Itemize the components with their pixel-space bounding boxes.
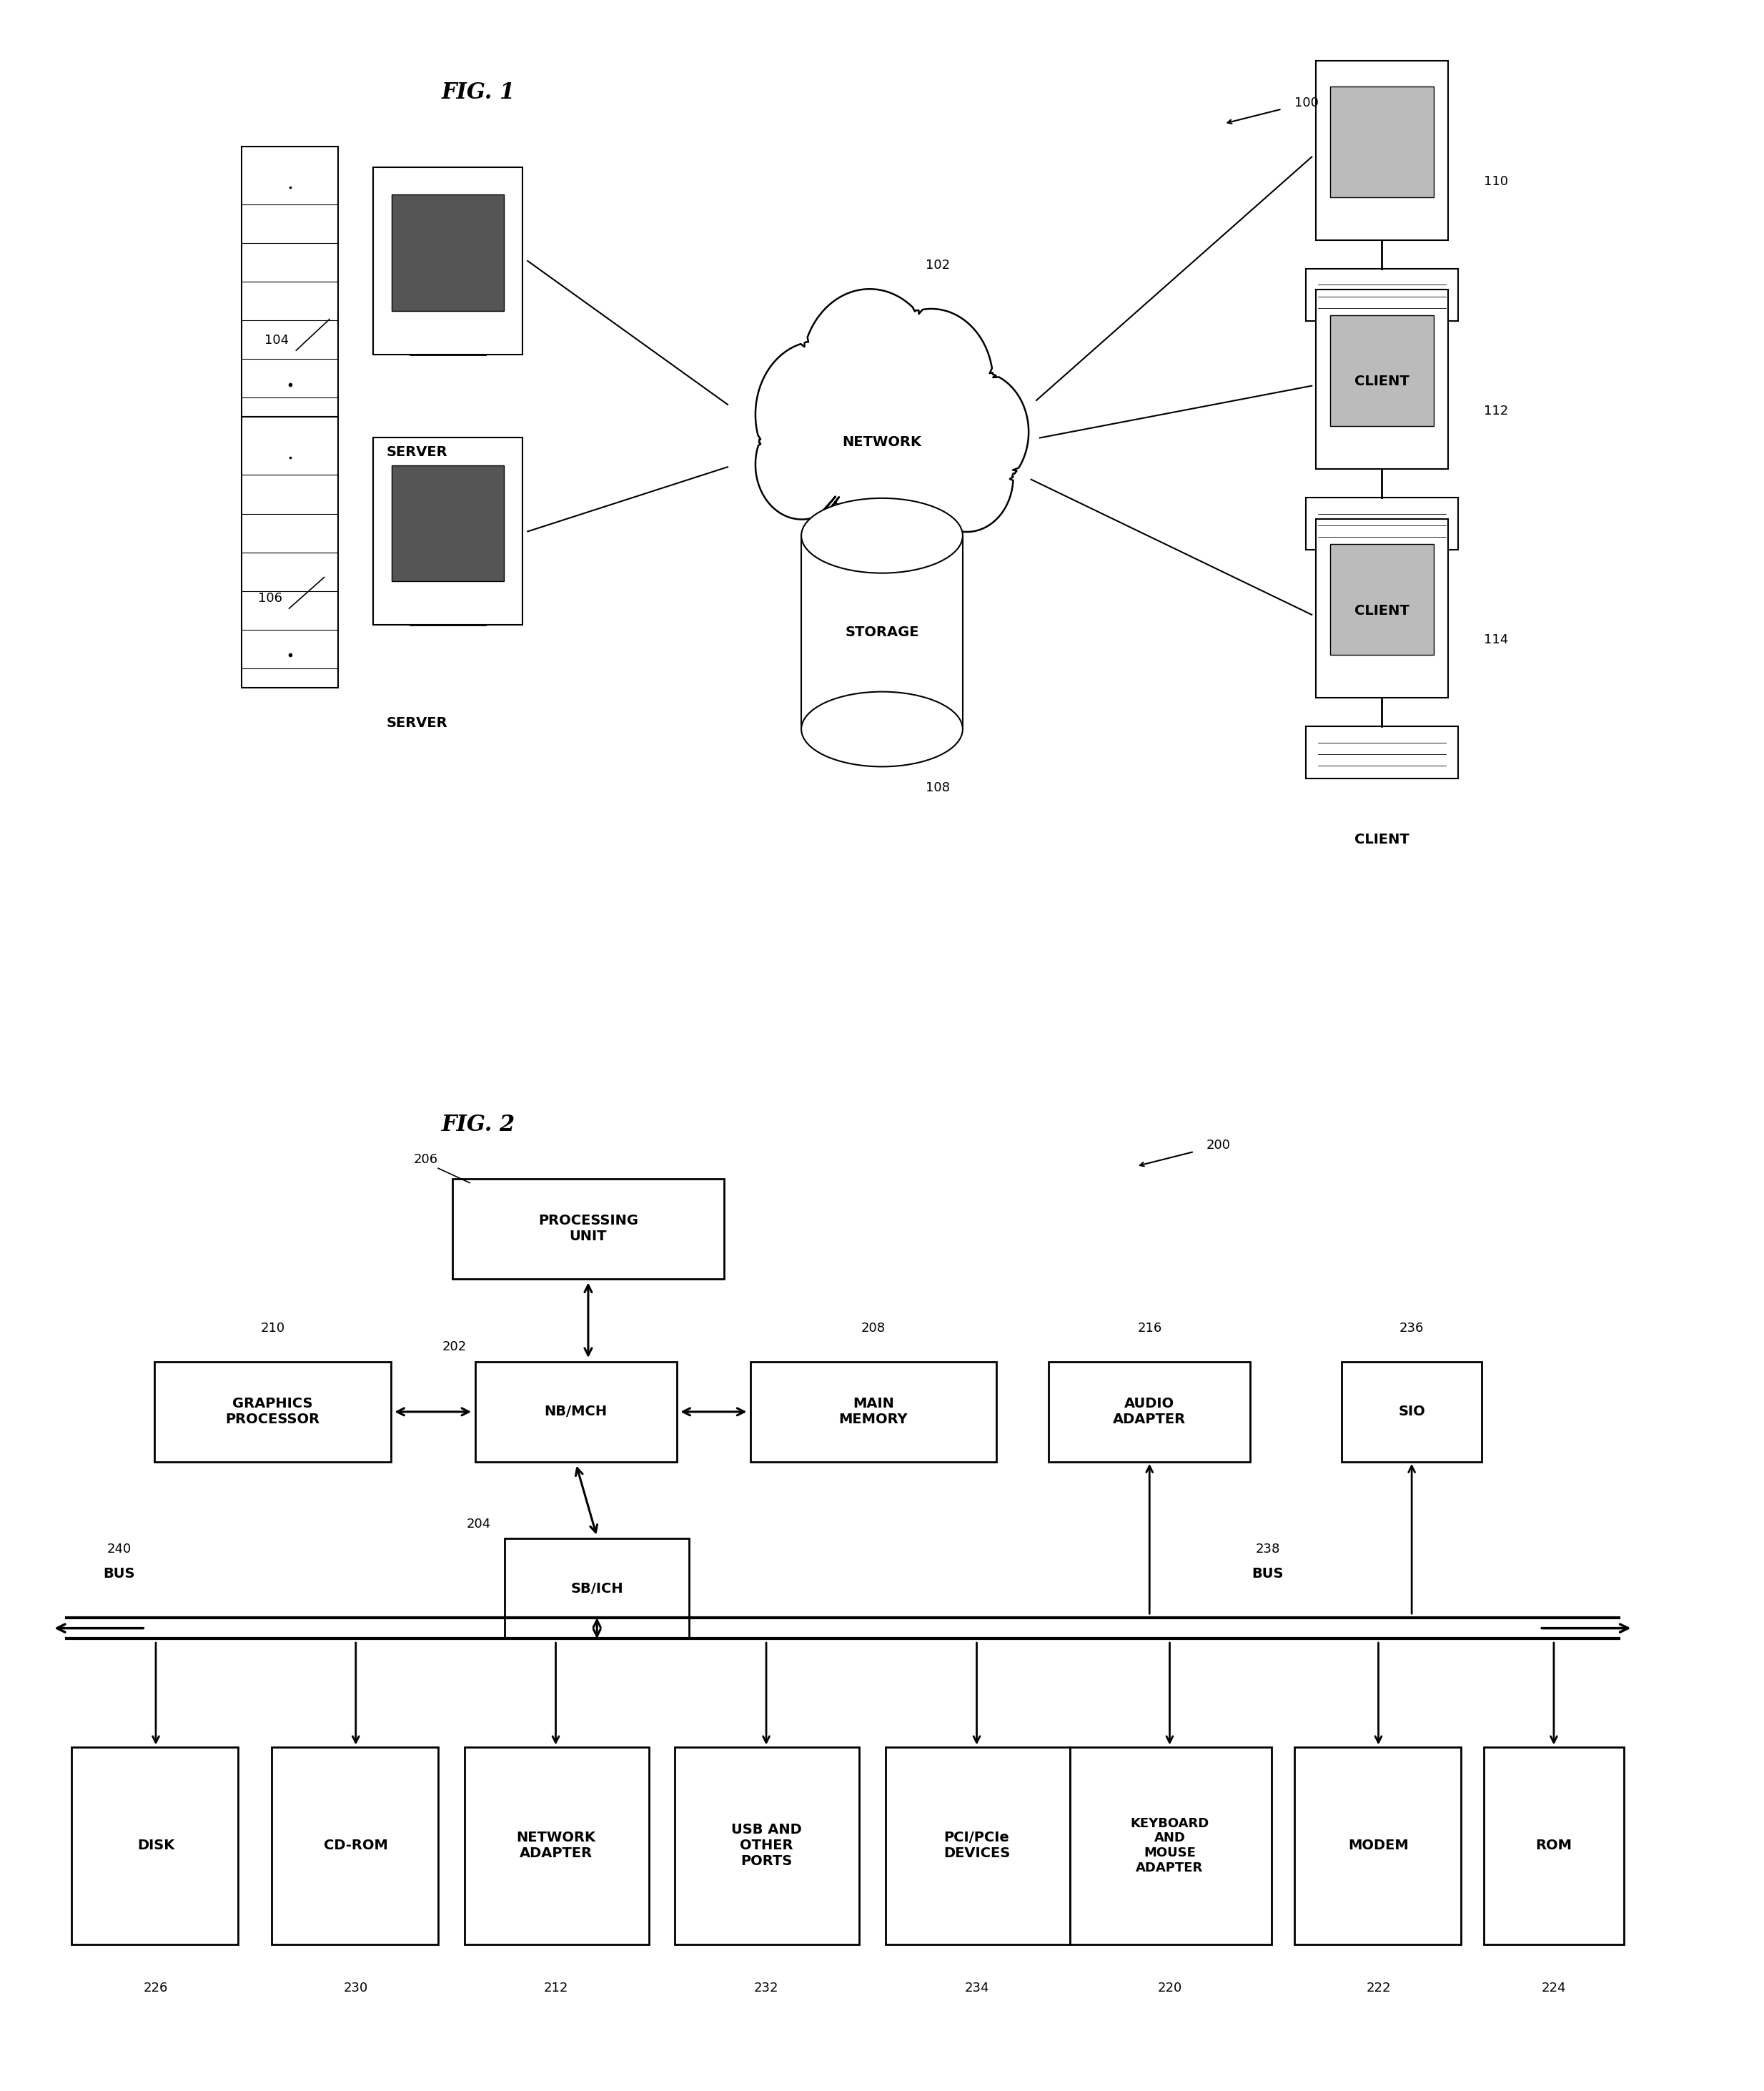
Text: USB AND
OTHER
PORTS: USB AND OTHER PORTS <box>730 1823 801 1867</box>
FancyBboxPatch shape <box>1295 1746 1461 1945</box>
FancyBboxPatch shape <box>1316 61 1448 240</box>
FancyBboxPatch shape <box>1305 726 1459 778</box>
Polygon shape <box>755 289 1028 548</box>
Text: FIG. 1: FIG. 1 <box>441 82 515 102</box>
Text: 226: 226 <box>143 1982 168 1995</box>
FancyBboxPatch shape <box>272 1746 437 1945</box>
Circle shape <box>755 410 848 519</box>
Circle shape <box>870 309 993 456</box>
FancyBboxPatch shape <box>1330 544 1434 654</box>
Circle shape <box>755 341 878 487</box>
Ellipse shape <box>801 498 963 573</box>
Text: 230: 230 <box>344 1982 369 1995</box>
Text: SERVER: SERVER <box>386 445 448 460</box>
FancyBboxPatch shape <box>505 1539 690 1639</box>
Text: AUDIO
ADAPTER: AUDIO ADAPTER <box>1113 1397 1185 1426</box>
FancyBboxPatch shape <box>464 1746 649 1945</box>
Text: 204: 204 <box>466 1518 490 1531</box>
Text: CLIENT: CLIENT <box>1355 832 1409 847</box>
Circle shape <box>921 422 1013 531</box>
Text: 114: 114 <box>1484 634 1508 646</box>
Text: 224: 224 <box>1542 1982 1566 1995</box>
FancyBboxPatch shape <box>1484 1746 1625 1945</box>
FancyBboxPatch shape <box>392 464 505 581</box>
Text: BUS: BUS <box>102 1566 134 1581</box>
Text: SERVER: SERVER <box>386 715 448 730</box>
Text: 220: 220 <box>1157 1982 1182 1995</box>
FancyBboxPatch shape <box>374 437 522 625</box>
Text: PCI/PCIe
DEVICES: PCI/PCIe DEVICES <box>944 1832 1011 1861</box>
Text: 240: 240 <box>108 1543 131 1556</box>
FancyBboxPatch shape <box>242 146 339 416</box>
Text: 234: 234 <box>965 1982 990 1995</box>
Text: MAIN
MEMORY: MAIN MEMORY <box>838 1397 908 1426</box>
FancyBboxPatch shape <box>1316 291 1448 468</box>
Text: 112: 112 <box>1484 404 1508 418</box>
Text: STORAGE: STORAGE <box>845 625 919 640</box>
Text: 208: 208 <box>861 1322 886 1334</box>
Text: CLIENT: CLIENT <box>1355 604 1409 617</box>
Text: MODEM: MODEM <box>1348 1838 1409 1853</box>
FancyBboxPatch shape <box>153 1361 392 1462</box>
Text: KEYBOARD
AND
MOUSE
ADAPTER: KEYBOARD AND MOUSE ADAPTER <box>1131 1817 1208 1874</box>
Text: 104: 104 <box>265 335 289 347</box>
FancyBboxPatch shape <box>1069 1746 1272 1945</box>
Text: 236: 236 <box>1399 1322 1424 1334</box>
Text: 100: 100 <box>1295 96 1318 109</box>
Circle shape <box>926 372 1028 493</box>
FancyBboxPatch shape <box>242 416 339 688</box>
Text: 206: 206 <box>415 1154 437 1167</box>
Circle shape <box>801 289 938 450</box>
FancyBboxPatch shape <box>1048 1361 1251 1462</box>
Text: 238: 238 <box>1256 1543 1281 1556</box>
Text: 102: 102 <box>926 259 951 272</box>
FancyBboxPatch shape <box>676 1746 859 1945</box>
FancyBboxPatch shape <box>452 1179 725 1278</box>
Text: ROM: ROM <box>1536 1838 1572 1853</box>
Text: SB/ICH: SB/ICH <box>570 1583 623 1595</box>
Text: 200: 200 <box>1207 1140 1231 1152</box>
FancyBboxPatch shape <box>1305 498 1459 550</box>
FancyBboxPatch shape <box>1316 519 1448 698</box>
Text: 222: 222 <box>1365 1982 1390 1995</box>
FancyBboxPatch shape <box>374 167 522 355</box>
Text: 106: 106 <box>258 592 282 604</box>
FancyBboxPatch shape <box>475 1361 677 1462</box>
FancyBboxPatch shape <box>1330 86 1434 197</box>
Bar <box>801 535 963 730</box>
Text: DISK: DISK <box>138 1838 175 1853</box>
Text: NETWORK: NETWORK <box>843 435 921 450</box>
Text: CLIENT: CLIENT <box>1355 374 1409 389</box>
Text: 202: 202 <box>441 1340 466 1353</box>
Text: CD-ROM: CD-ROM <box>323 1838 388 1853</box>
Text: NB/MCH: NB/MCH <box>545 1405 607 1418</box>
Circle shape <box>834 416 946 548</box>
Ellipse shape <box>801 692 963 767</box>
FancyBboxPatch shape <box>750 1361 997 1462</box>
FancyBboxPatch shape <box>72 1746 238 1945</box>
FancyBboxPatch shape <box>886 1746 1069 1945</box>
Text: 212: 212 <box>543 1982 568 1995</box>
FancyBboxPatch shape <box>392 194 505 312</box>
Text: BUS: BUS <box>1252 1566 1284 1581</box>
Text: NETWORK
ADAPTER: NETWORK ADAPTER <box>517 1832 596 1861</box>
Text: PROCESSING
UNIT: PROCESSING UNIT <box>538 1215 639 1244</box>
Text: GRAPHICS
PROCESSOR: GRAPHICS PROCESSOR <box>226 1397 319 1426</box>
Text: SIO: SIO <box>1399 1405 1425 1418</box>
FancyBboxPatch shape <box>1330 316 1434 427</box>
Text: 110: 110 <box>1484 176 1508 188</box>
FancyBboxPatch shape <box>1305 268 1459 322</box>
Text: FIG. 2: FIG. 2 <box>441 1115 515 1135</box>
FancyBboxPatch shape <box>1342 1361 1482 1462</box>
Text: 232: 232 <box>753 1982 778 1995</box>
Text: 216: 216 <box>1138 1322 1162 1334</box>
Text: 210: 210 <box>261 1322 284 1334</box>
Text: 108: 108 <box>926 782 951 795</box>
